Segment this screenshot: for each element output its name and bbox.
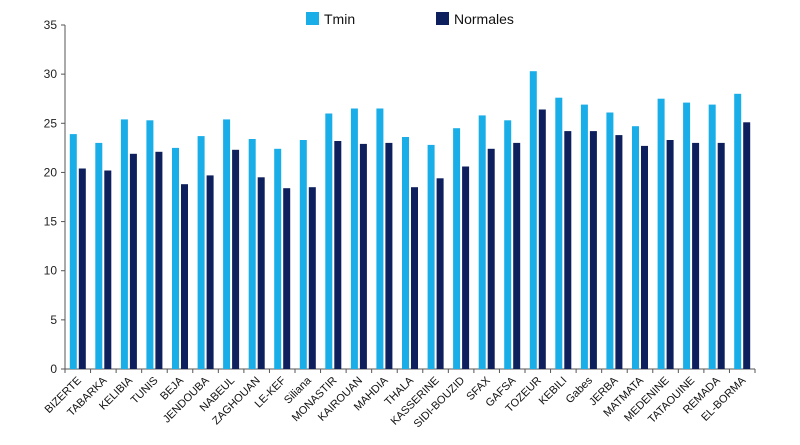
y-tick-label: 10 [44,264,58,278]
bar-tmin-sidi-bouzid [453,128,461,369]
bar-normales-zaghouan [257,177,265,369]
bar-normales-kelibia [129,153,137,369]
bar-tmin-jerba [606,112,614,369]
bar-tmin-kebili [555,97,563,369]
bar-normales-kairouan [359,143,367,369]
bar-tmin-matmata [632,126,639,369]
legend-swatch-normales [436,12,449,25]
bar-tmin-le-kef [274,148,282,369]
chart-axes: 0 5 10 15 20 25 30 35 [44,18,756,376]
category-label: KEBILI [537,375,570,408]
bar-tmin-kasserine [427,144,435,369]
bar-normales-mahdia [385,142,393,369]
bar-tmin-siliana [299,140,307,369]
category-labels: BIZERTETABARKAKELIBIATUNISBEJAJENDOUBANA… [43,374,749,430]
bar-normales-sfax [487,148,495,369]
bar-normales-jendouba [206,175,214,369]
y-tick-label: 30 [44,67,58,81]
legend-label-tmin: Tmin [324,11,355,27]
y-tick-label: 35 [44,18,58,32]
legend-label-normales: Normales [454,11,514,27]
bar-normales-kebili [564,131,572,369]
bar-normales-tozeur [538,109,546,369]
y-tick-label: 25 [44,116,58,130]
bar-tmin-tataouine [683,102,691,369]
bar-tmin-gafsa [504,120,512,369]
bar-tmin-mahdia [376,108,384,369]
bar-tmin-nabeul [223,119,231,370]
bar-tmin-kelibia [120,119,128,370]
bar-tmin-jendouba [197,136,205,369]
y-tick-label: 0 [50,362,57,376]
bar-normales-beja [181,184,188,369]
bar-normales-jerba [615,135,623,369]
bar-normales-thala [411,187,418,369]
bar-tmin-thala [402,137,409,369]
bar-tmin-sfax [478,115,486,370]
bar-tmin-bizerte [69,134,77,369]
bar-tmin-monastir [325,113,333,369]
bar-normales-matmata [641,145,648,369]
bar-tmin-beja [172,147,179,369]
bar-normales-kasserine [436,178,444,369]
bar-tmin-tozeur [529,71,537,369]
y-tick-label: 15 [44,215,58,229]
bar-normales-le-kef [283,188,291,369]
y-tick-label: 20 [44,165,58,179]
bar-normales-nabeul [232,149,240,369]
chart-bars [69,71,751,370]
bar-tmin-gabes [580,104,588,369]
bar-normales-gafsa [513,142,521,369]
bar-tmin-tabarka [95,142,103,369]
bar-tmin-medenine [657,98,665,369]
bar-tmin-remada [708,104,716,369]
bar-normales-sidi-bouzid [462,166,470,369]
bar-normales-monastir [334,141,342,369]
bar-normales-remada [717,142,725,369]
bar-normales-tataouine [692,142,700,369]
chart-legend: Tmin Normales [306,11,514,27]
bar-normales-el-borma [743,122,751,369]
bar-tmin-zaghouan [248,139,256,369]
bar-normales-bizerte [78,168,86,369]
y-tick-label: 5 [50,313,57,327]
bar-tmin-el-borma [734,93,742,370]
bar-normales-tabarka [104,170,112,369]
category-label: TUNIS [129,375,161,407]
bar-tmin-tunis [146,120,154,369]
bar-tmin-kairouan [350,108,358,369]
bar-normales-siliana [308,187,316,369]
bar-normales-medenine [666,140,674,369]
legend-swatch-tmin [306,12,319,25]
bar-normales-tunis [155,151,163,369]
bar-normales-gabes [589,131,597,369]
